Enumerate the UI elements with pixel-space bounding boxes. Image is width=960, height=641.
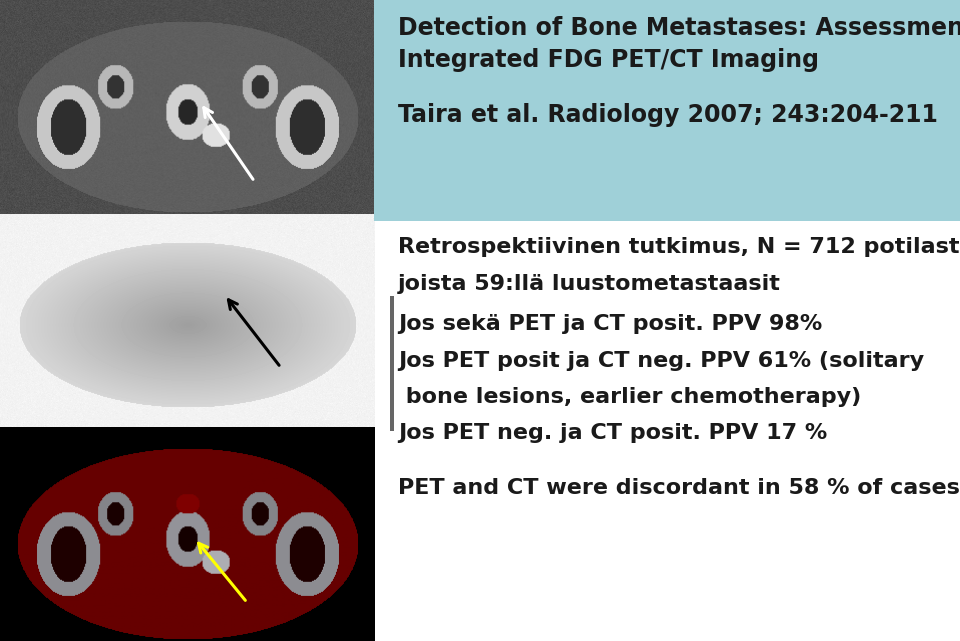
Text: joista 59:llä luustometastaasit: joista 59:llä luustometastaasit	[397, 274, 780, 294]
Text: PET and CT were discordant in 58 % of cases: PET and CT were discordant in 58 % of ca…	[397, 478, 960, 497]
Text: Taira et al. Radiology 2007; 243:204-211: Taira et al. Radiology 2007; 243:204-211	[397, 103, 938, 126]
Text: Detection of Bone Metastases: Assessment of: Detection of Bone Metastases: Assessment…	[397, 16, 960, 40]
Bar	[374, 0, 960, 221]
Text: Integrated FDG PET/CT Imaging: Integrated FDG PET/CT Imaging	[397, 48, 819, 72]
Bar	[390, 296, 395, 431]
Text: Retrospektiivinen tutkimus, N = 712 potilasta,: Retrospektiivinen tutkimus, N = 712 poti…	[397, 237, 960, 257]
Text: Jos PET posit ja CT neg. PPV 61% (solitary: Jos PET posit ja CT neg. PPV 61% (solita…	[397, 351, 924, 370]
Text: Jos sekä PET ja CT posit. PPV 98%: Jos sekä PET ja CT posit. PPV 98%	[397, 314, 822, 334]
Text: bone lesions, earlier chemotherapy): bone lesions, earlier chemotherapy)	[397, 387, 861, 407]
Text: Jos PET neg. ja CT posit. PPV 17 %: Jos PET neg. ja CT posit. PPV 17 %	[397, 423, 828, 443]
